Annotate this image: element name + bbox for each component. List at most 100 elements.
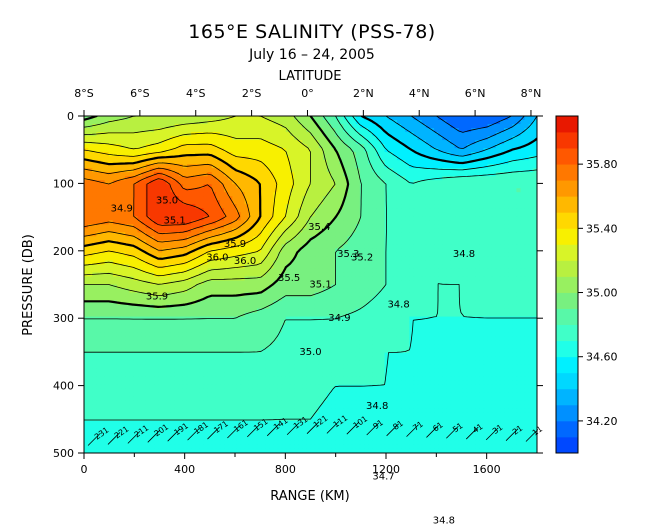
heat-cell <box>219 196 225 201</box>
heat-cell <box>133 224 139 229</box>
heat-cell <box>112 156 118 161</box>
heat-cell <box>166 188 172 193</box>
heat-cell <box>277 256 283 262</box>
heat-cell <box>203 224 209 229</box>
heat-cell <box>434 220 439 225</box>
heat-cell <box>508 168 513 173</box>
heat-cell <box>409 252 415 258</box>
heat-cell <box>487 248 493 253</box>
heat-cell <box>306 188 312 193</box>
heat-cell <box>88 188 93 193</box>
heat-cell <box>318 132 324 137</box>
heat-cell <box>96 272 102 278</box>
heat-cell <box>141 276 147 282</box>
heat-cell <box>331 284 336 290</box>
heat-cell <box>224 260 229 266</box>
heat-cell <box>409 284 415 290</box>
heat-cell <box>240 248 246 253</box>
heat-cell <box>392 140 398 145</box>
heat-cell <box>487 272 493 278</box>
heat-cell <box>355 292 361 298</box>
heat-cell <box>174 236 180 241</box>
heat-cell <box>252 160 258 165</box>
heat-cell <box>532 132 537 137</box>
heat-cell <box>331 232 336 237</box>
heat-cell <box>211 188 217 193</box>
heat-cell <box>429 280 435 286</box>
heat-cell <box>475 220 480 225</box>
heat-cell <box>326 116 332 121</box>
heat-cell <box>351 172 357 177</box>
heat-cell <box>450 192 456 197</box>
heat-cell <box>100 280 106 286</box>
heat-cell <box>331 204 336 209</box>
heat-cell <box>335 136 340 141</box>
heat-cell <box>524 264 530 270</box>
heat-cell <box>195 172 200 177</box>
heat-cell <box>261 236 266 241</box>
heat-cell <box>368 120 373 125</box>
heat-cell <box>466 200 472 205</box>
heat-cell <box>252 140 258 145</box>
heat-cell <box>186 172 192 177</box>
heat-cell <box>273 124 279 129</box>
heat-cell <box>306 252 312 258</box>
heat-cell <box>483 192 489 197</box>
heat-cell <box>310 172 316 177</box>
heat-cell <box>388 156 394 161</box>
heat-cell <box>396 240 402 245</box>
heat-cell <box>302 216 307 221</box>
heat-cell <box>421 220 427 225</box>
heat-cell <box>129 220 135 225</box>
heat-cell <box>504 216 509 221</box>
heat-cell <box>149 224 155 229</box>
heat-cell <box>347 232 353 237</box>
heat-cell <box>454 288 460 294</box>
heat-cell <box>421 292 427 298</box>
heat-cell <box>429 120 435 125</box>
heat-cell <box>108 172 114 177</box>
heat-cell <box>310 188 316 193</box>
heat-cell <box>483 120 489 125</box>
heat-cell <box>499 264 505 270</box>
heat-cell <box>450 248 456 253</box>
heat-cell <box>96 200 102 205</box>
heat-cell <box>322 120 328 125</box>
heat-cell <box>149 116 155 121</box>
heat-cell <box>520 148 526 153</box>
heat-cell <box>384 284 390 290</box>
heat-cell <box>520 124 526 129</box>
heat-cell <box>368 192 373 197</box>
heat-cell <box>504 260 509 266</box>
heat-cell <box>372 164 377 169</box>
heat-cell <box>174 160 180 165</box>
heat-cell <box>298 116 303 121</box>
heat-cell <box>343 268 349 274</box>
heat-cell <box>232 148 237 153</box>
heat-cell <box>429 236 435 241</box>
heat-cell <box>149 276 155 282</box>
heat-cell <box>298 292 303 298</box>
heat-cell <box>396 260 402 266</box>
heat-cell <box>326 256 332 262</box>
heat-cell <box>170 144 176 149</box>
heat-cell <box>285 192 291 197</box>
heat-cell <box>302 168 307 173</box>
heat-cell <box>306 256 312 262</box>
heat-cell <box>318 244 324 249</box>
heat-cell <box>199 272 205 278</box>
heat-cell <box>145 168 151 173</box>
heat-cell <box>524 200 530 205</box>
heat-cell <box>108 132 114 137</box>
heat-cell <box>129 248 135 253</box>
heat-cell <box>199 212 205 217</box>
heat-cell <box>228 156 233 161</box>
heat-cell <box>178 296 184 302</box>
heat-cell <box>294 116 299 121</box>
heat-cell <box>96 264 102 270</box>
heat-cell <box>528 224 534 229</box>
heat-cell <box>310 248 316 253</box>
heat-cell <box>454 128 460 133</box>
heat-cell <box>219 228 225 233</box>
heat-cell <box>182 124 188 129</box>
